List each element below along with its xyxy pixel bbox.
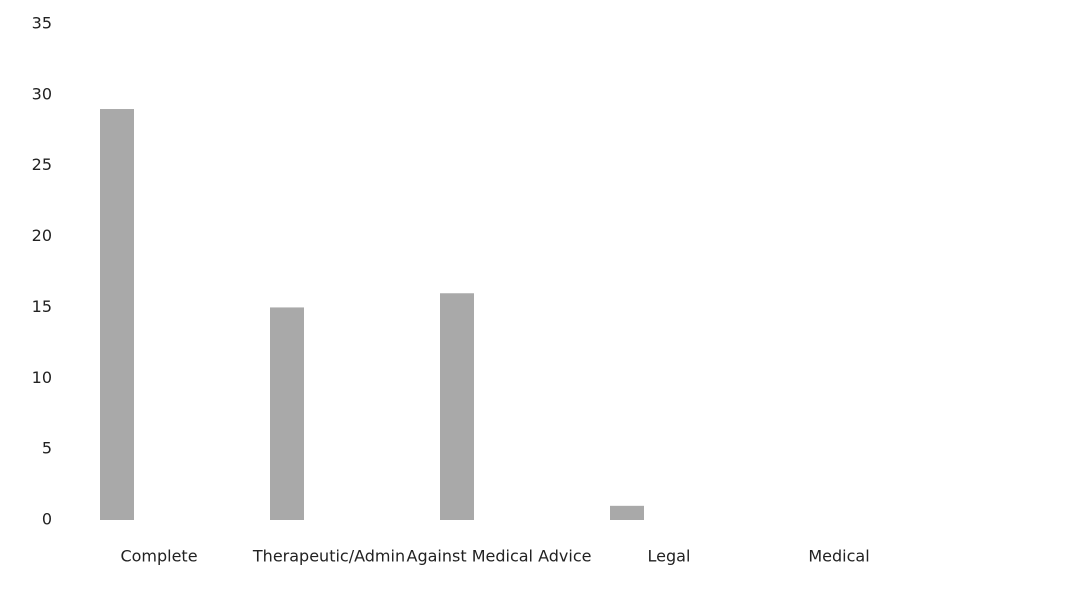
y-tick-label: 5 <box>42 439 52 458</box>
y-tick-label: 0 <box>42 510 52 529</box>
bar <box>100 109 134 521</box>
y-tick-label: 20 <box>32 226 52 245</box>
y-tick-label: 10 <box>32 368 52 387</box>
x-tick-label: Medical <box>808 547 869 566</box>
y-tick-label: 30 <box>32 84 52 103</box>
y-tick-label: 35 <box>32 14 52 33</box>
bar <box>440 293 474 520</box>
bar <box>610 505 644 520</box>
x-tick-label: Against Medical Advice <box>407 547 592 566</box>
y-tick-label: 25 <box>32 155 52 174</box>
bar <box>270 307 304 520</box>
x-tick-label: Complete <box>120 547 197 566</box>
x-tick-label: Therapeutic/Admin <box>252 547 405 566</box>
y-tick-label: 15 <box>32 297 52 316</box>
x-tick-label: Legal <box>648 547 691 566</box>
